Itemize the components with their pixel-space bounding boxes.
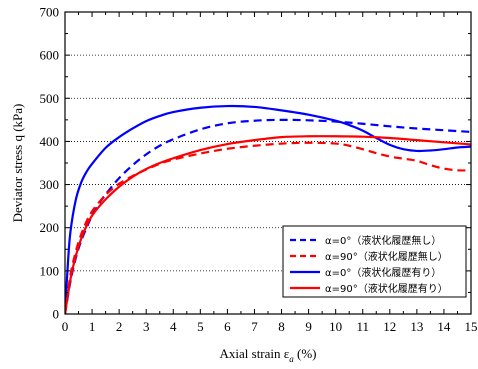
- x-tick-label-0: 0: [62, 319, 69, 334]
- legend: α=0°（液状化履歴無し） α=90°（液状化履歴無し） α=0°（液状化履歴有…: [282, 225, 467, 298]
- x-tick-label-8: 8: [278, 319, 285, 334]
- x-axis-title-sub: a: [289, 354, 294, 364]
- x-tick-label-4: 4: [170, 319, 177, 334]
- x-axis-title: Axial strain εa (%): [220, 346, 317, 364]
- series-line-4: [65, 135, 471, 314]
- x-tick-label-12: 12: [383, 319, 396, 334]
- y-tick-label-600: 600: [40, 48, 60, 63]
- y-tick-label-300: 300: [40, 177, 60, 192]
- x-tick-label-14: 14: [437, 319, 451, 334]
- x-tick-label-10: 10: [329, 319, 342, 334]
- y-tick-label-700: 700: [40, 5, 60, 20]
- y-tick-label-100: 100: [40, 263, 60, 278]
- x-tick-label-1: 1: [89, 319, 96, 334]
- axis-ticks: [64, 11, 472, 315]
- legend-label-1: α=0°（液状化履歴無し）: [325, 234, 441, 247]
- legend-entry-1: α=0°（液状化履歴無し）: [290, 234, 441, 247]
- y-axis-title: Deviator stress q (kPa): [10, 104, 25, 223]
- legend-label-4: α=90°（液状化履歴有り）: [325, 282, 448, 295]
- series-layer: [65, 104, 471, 314]
- y-tick-label-400: 400: [40, 134, 60, 149]
- y-tick-label-500: 500: [40, 91, 60, 106]
- x-tick-label-6: 6: [224, 319, 231, 334]
- legend-label-3: α=0°（液状化履歴有り）: [325, 266, 441, 279]
- y-tick-label-0: 0: [53, 307, 60, 322]
- legend-entry-4: α=90°（液状化履歴有り）: [290, 282, 448, 295]
- series-line-3: [65, 104, 471, 314]
- legend-entry-3: α=0°（液状化履歴有り）: [290, 266, 441, 279]
- x-axis-title-unit: (%): [294, 346, 317, 361]
- legend-box: [282, 225, 467, 298]
- legend-label-2: α=90°（液状化履歴無し）: [325, 250, 448, 263]
- x-tick-label-7: 7: [251, 319, 258, 334]
- x-tick-label-9: 9: [305, 319, 312, 334]
- x-tick-label-13: 13: [410, 319, 423, 334]
- y-tick-label-200: 200: [40, 220, 60, 235]
- x-tick-label-3: 3: [143, 319, 150, 334]
- x-tick-label-2: 2: [116, 319, 123, 334]
- x-tick-label-11: 11: [356, 319, 369, 334]
- legend-entry-2: α=90°（液状化履歴無し）: [290, 250, 448, 263]
- x-tick-label-5: 5: [197, 319, 204, 334]
- x-tick-labels: 0 1 2 3 4 5 6 7 8 9 10 11 12 13 14 15: [62, 319, 478, 334]
- y-tick-labels: 0 100 200 300 400 500 600 700: [40, 5, 60, 322]
- x-axis-title-main: Axial strain ε: [220, 346, 290, 361]
- x-tick-label-15: 15: [465, 319, 478, 334]
- series-line-1: [65, 118, 471, 314]
- series-line-2: [65, 141, 471, 314]
